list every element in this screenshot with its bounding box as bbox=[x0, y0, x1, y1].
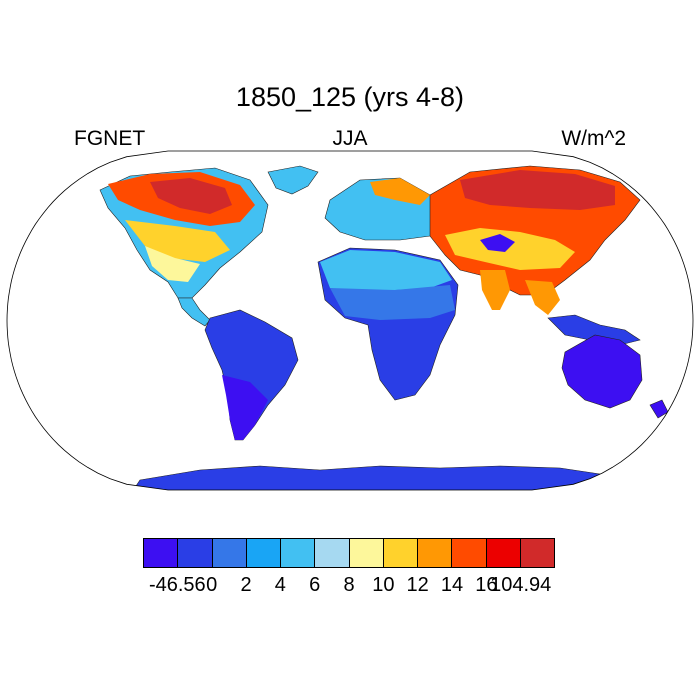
colorbar-swatch-5 bbox=[314, 538, 350, 568]
colorbar-tick-label: 8 bbox=[343, 574, 355, 596]
central-america-land bbox=[177, 297, 211, 327]
colorbar-swatch-10 bbox=[485, 538, 521, 568]
colorbar-labels: -46.56 0 2 4 6 8 10 12 14 16 104.94 bbox=[0, 574, 700, 604]
units-label: W/m^2 bbox=[561, 127, 626, 150]
africa-north bbox=[320, 250, 452, 292]
greenland-land bbox=[267, 165, 319, 195]
asia-tibet bbox=[480, 234, 515, 252]
north-america-hot bbox=[150, 178, 232, 214]
colorbar-tick-label: 10 bbox=[372, 574, 395, 596]
map-land-layer bbox=[99, 165, 669, 490]
colorbar-swatch-8 bbox=[417, 538, 453, 568]
africa-mid bbox=[330, 285, 455, 320]
page-title: 1850_125 (yrs 4-8) bbox=[235, 82, 465, 112]
colorbar-swatch-7 bbox=[382, 538, 418, 568]
asia-southeast bbox=[525, 280, 560, 315]
field-label: FGNET bbox=[74, 127, 146, 150]
europe-warm bbox=[370, 178, 430, 205]
indonesia-land bbox=[547, 314, 641, 346]
map-boundary bbox=[6, 150, 694, 491]
colorbar-tick-label: 14 bbox=[440, 574, 464, 596]
colorbar-swatch-0 bbox=[143, 538, 179, 568]
antarctica-land bbox=[129, 465, 621, 490]
australia-land bbox=[561, 334, 643, 409]
colorbar-tick-label: -46.56 bbox=[148, 574, 206, 596]
colorbar-tick-label: 2 bbox=[240, 574, 252, 596]
colorbar-tick-label: 104.94 bbox=[490, 574, 552, 596]
asia-india bbox=[480, 270, 510, 310]
colorbar-tick-label: 16 bbox=[475, 574, 498, 596]
north-america-south bbox=[145, 246, 200, 282]
colorbar-swatch-3 bbox=[245, 538, 281, 568]
colorbar-swatch-11 bbox=[519, 538, 555, 568]
colorbar-tick-label: 12 bbox=[406, 574, 429, 596]
colorbar-swatch-6 bbox=[348, 538, 384, 568]
season-label: JJA bbox=[332, 127, 368, 150]
colorbar-tick-label: 0 bbox=[206, 574, 218, 596]
colorbar-tick-label: 4 bbox=[274, 574, 286, 596]
colorbar-tick-label: 6 bbox=[309, 574, 321, 596]
colorbar bbox=[143, 538, 555, 568]
colorbar-swatch-1 bbox=[177, 538, 213, 568]
asia-hot bbox=[460, 170, 615, 210]
asia-mid bbox=[445, 228, 575, 270]
colorbar-swatch-4 bbox=[280, 538, 316, 568]
colorbar-swatch-2 bbox=[211, 538, 247, 568]
south-america-south bbox=[222, 375, 268, 440]
north-america-mid bbox=[125, 220, 230, 262]
colorbar-swatch-9 bbox=[451, 538, 487, 568]
